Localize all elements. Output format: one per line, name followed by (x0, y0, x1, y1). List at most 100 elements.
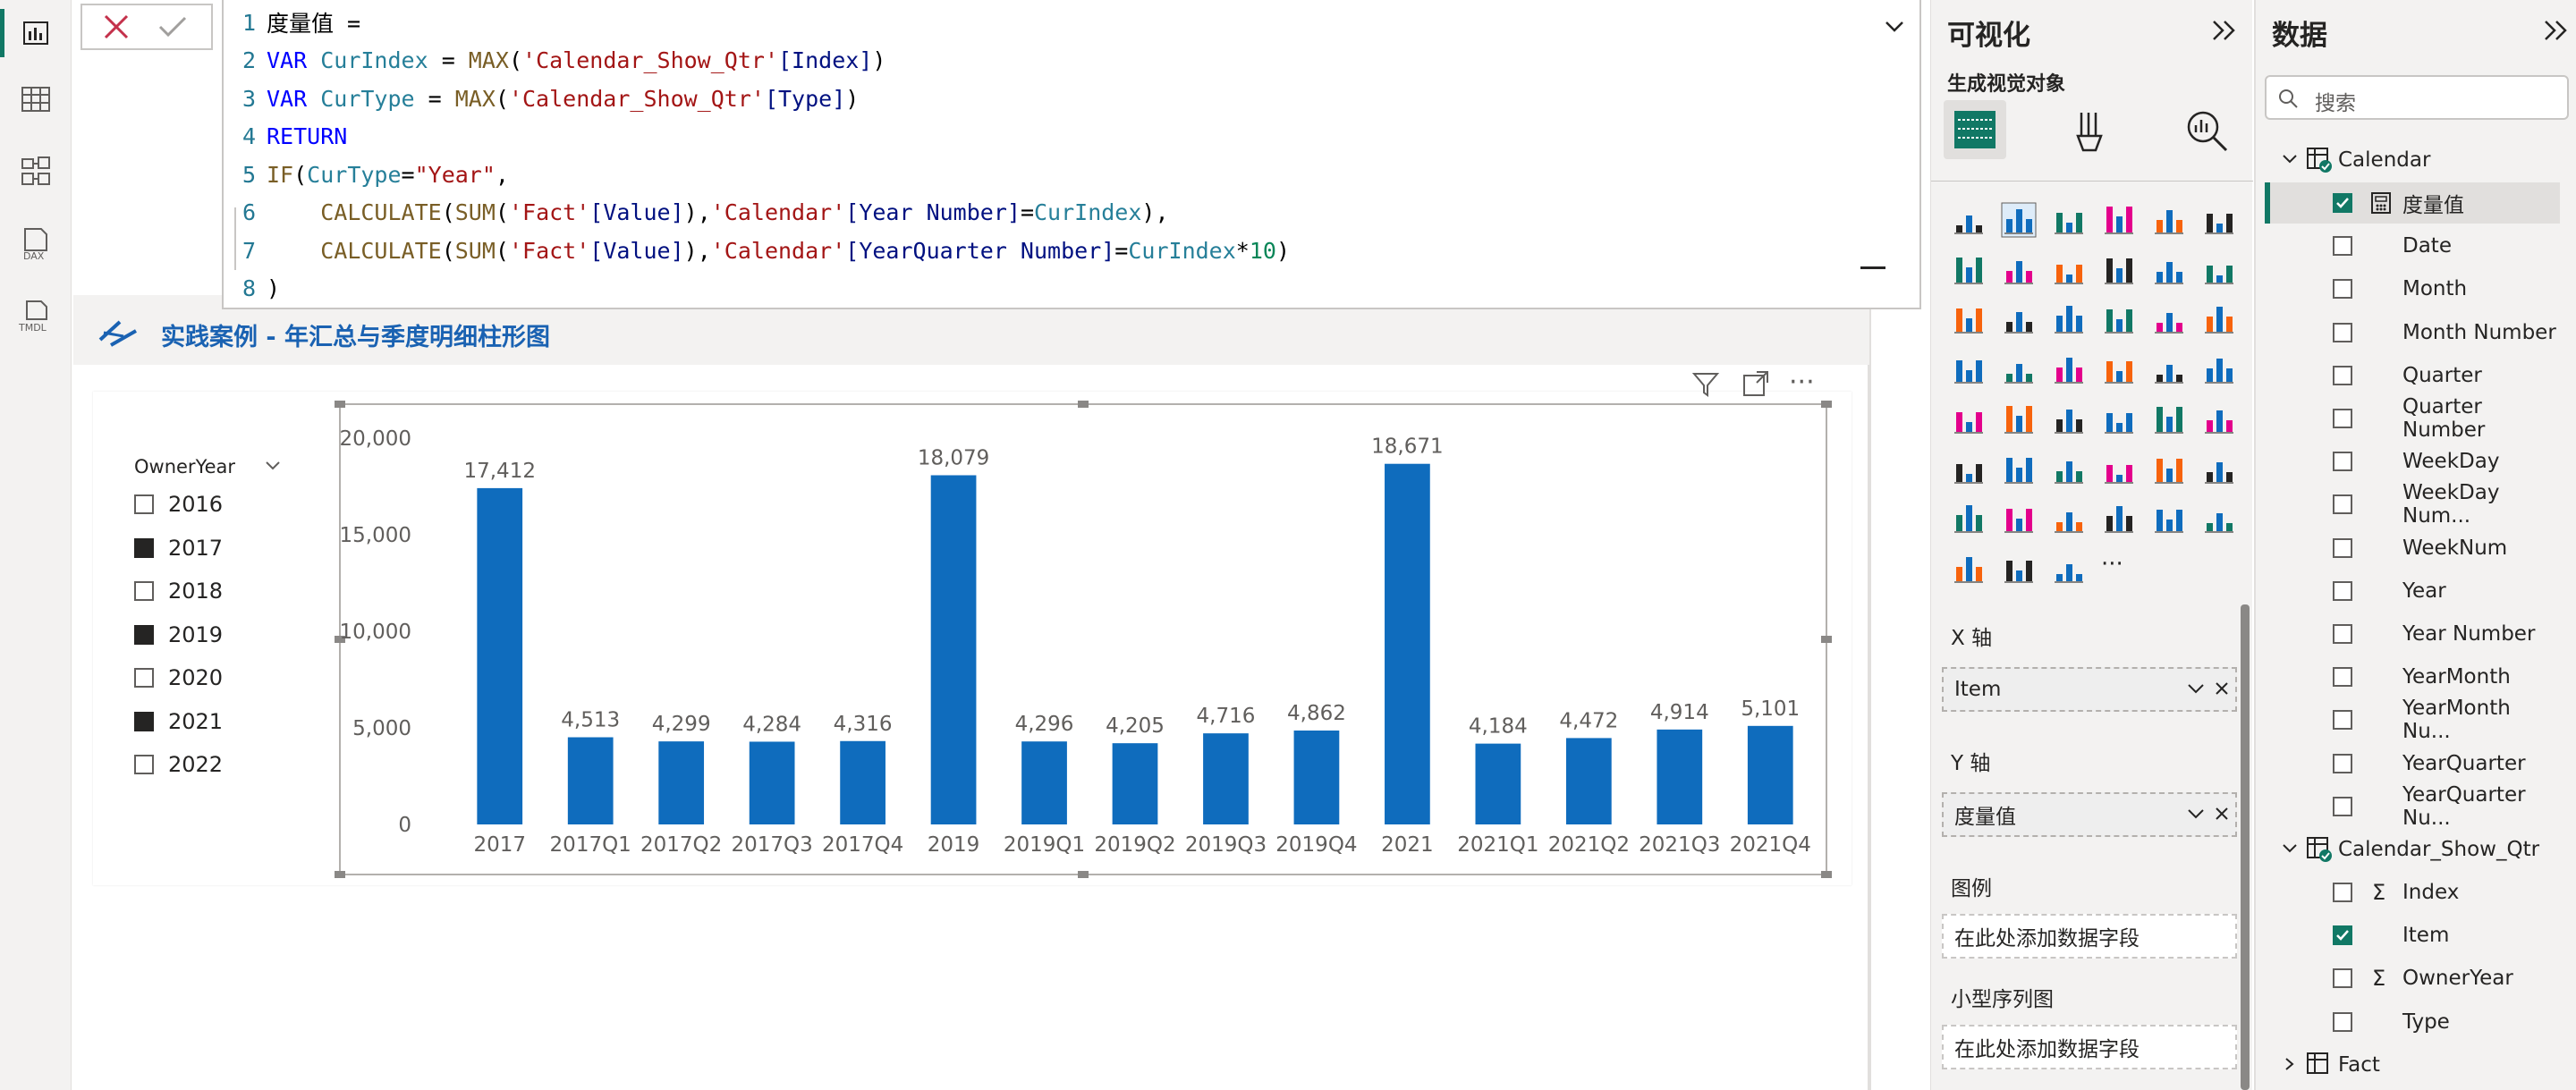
filter-icon[interactable] (1690, 368, 1721, 399)
bar[interactable] (1475, 743, 1521, 824)
table-header-calendar-show-qtr[interactable]: Calendar_Show_Qtr (2256, 829, 2560, 870)
code-line[interactable]: 6 CALCULATE(SUM('Fact' [Value]), 'Calendar… (224, 194, 1169, 232)
table-header-fact[interactable]: Fact (2256, 1044, 2560, 1086)
field-checkbox[interactable] (2333, 193, 2352, 213)
bar[interactable] (1565, 738, 1612, 824)
resize-handle[interactable] (1078, 871, 1089, 878)
visual-type-icon[interactable] (1951, 252, 1987, 288)
visual-type-icon[interactable] (2151, 252, 2187, 288)
slicer-item[interactable]: 2021 (134, 702, 223, 741)
field-item[interactable]: Quarter Number (2256, 395, 2560, 442)
slicer-item[interactable]: 2022 (134, 745, 223, 784)
field-checkbox[interactable] (2333, 580, 2352, 601)
bar[interactable] (1203, 733, 1249, 824)
bar[interactable] (1112, 743, 1158, 824)
visual-type-icon[interactable] (2201, 202, 2237, 238)
visual-type-icon[interactable] (2151, 351, 2187, 387)
visual-type-icon[interactable] (2051, 452, 2087, 487)
resize-handle[interactable] (335, 401, 345, 408)
slicer-item[interactable]: 2017 (134, 528, 223, 568)
resize-handle[interactable] (1078, 401, 1089, 408)
field-checkbox[interactable] (2333, 409, 2352, 428)
field-item[interactable]: Type (2256, 1001, 2560, 1043)
visual-type-icon[interactable] (1951, 401, 1987, 437)
visual-type-icon[interactable] (2151, 401, 2187, 437)
field-item[interactable]: WeekNum (2256, 528, 2560, 569)
visual-type-icon[interactable] (1951, 551, 1987, 587)
field-checkbox[interactable] (2333, 753, 2352, 773)
field-item[interactable]: Year Number (2256, 613, 2560, 655)
field-checkbox[interactable] (2333, 279, 2352, 300)
visual-type-icon[interactable] (2001, 252, 2037, 288)
resize-handle[interactable] (1821, 871, 1832, 878)
slicer-item[interactable]: 2016 (134, 485, 223, 524)
field-checkbox[interactable] (2333, 883, 2352, 902)
bar[interactable] (1385, 463, 1430, 824)
search-box[interactable]: 搜索 (2265, 75, 2569, 120)
field-item[interactable]: YearQuarter (2256, 743, 2560, 784)
visual-type-icon[interactable] (2151, 452, 2187, 487)
field-checkbox[interactable] (2333, 452, 2352, 472)
field-item[interactable]: Quarter (2256, 355, 2560, 396)
field-checkbox[interactable] (2333, 322, 2352, 342)
more-options-icon[interactable]: ··· (1789, 367, 1815, 398)
resize-handle[interactable] (1821, 401, 1832, 408)
field-checkbox[interactable] (2333, 494, 2352, 515)
collapse-editor-chevron-icon[interactable] (1884, 20, 1905, 34)
table-header-calendar[interactable]: Calendar (2256, 139, 2560, 181)
visual-type-icon[interactable] (2151, 202, 2187, 238)
editor-resize-handle[interactable] (1860, 266, 1885, 269)
visual-type-icon[interactable] (2201, 301, 2237, 337)
visual-type-icon[interactable] (2201, 452, 2237, 487)
visual-type-icon[interactable] (2051, 301, 2087, 337)
code-line[interactable]: 7 CALCULATE(SUM('Fact' [Value]), 'Calendar… (224, 232, 1290, 269)
table-view-button[interactable] (0, 68, 72, 131)
visual-type-icon[interactable] (2051, 501, 2087, 537)
chevron-right-icon[interactable] (2281, 1057, 2299, 1071)
visual-type-icon[interactable] (2101, 351, 2137, 387)
field-item[interactable]: YearMonth (2256, 656, 2560, 697)
visual-type-icon[interactable] (2101, 452, 2137, 487)
cancel-icon[interactable] (102, 13, 131, 41)
visual-type-icon[interactable] (1951, 351, 1987, 387)
clustered-column-chart-icon[interactable] (2001, 202, 2037, 238)
visual-type-icon[interactable] (2201, 351, 2237, 387)
visual-type-icon[interactable] (2001, 301, 2037, 337)
visual-type-icon[interactable] (2051, 551, 2087, 587)
bar[interactable] (1657, 729, 1703, 824)
visual-type-icon[interactable] (2001, 452, 2037, 487)
visual-type-icon[interactable] (2101, 501, 2137, 537)
y-axis-field-remove-icon[interactable] (2214, 806, 2230, 822)
resize-handle[interactable] (1821, 636, 1832, 643)
field-item[interactable]: YearMonth Nu... (2256, 697, 2560, 743)
small-multiples-well[interactable]: 在此处添加数据字段 (1942, 1025, 2237, 1069)
slicer-checkbox[interactable] (134, 711, 154, 731)
field-item[interactable]: Σ Index (2256, 872, 2560, 913)
x-axis-field-remove-icon[interactable] (2214, 680, 2230, 697)
y-axis-field-chevron-icon[interactable] (2187, 807, 2205, 820)
tmdl-view-button[interactable]: TMDL (0, 284, 72, 347)
visual-type-icon[interactable] (2201, 401, 2237, 437)
field-checkbox[interactable] (2333, 796, 2352, 816)
resize-handle[interactable] (335, 636, 345, 643)
visual-type-icon[interactable] (2201, 501, 2237, 537)
bar[interactable] (1021, 741, 1067, 824)
field-checkbox[interactable] (2333, 1011, 2352, 1032)
pane-scrollbar[interactable] (2241, 604, 2250, 1090)
field-item[interactable]: Σ OwnerYear (2256, 958, 2560, 999)
field-checkbox[interactable] (2333, 365, 2352, 385)
visual-type-icon[interactable] (1951, 501, 1987, 537)
visual-type-icon[interactable] (2001, 401, 2037, 437)
slicer-checkbox[interactable] (134, 537, 154, 558)
visual-type-icon[interactable] (2051, 252, 2087, 288)
visual-type-icon[interactable] (2001, 551, 2037, 587)
visual-type-icon[interactable] (2101, 301, 2137, 337)
y-axis-well[interactable]: 度量值 (1942, 792, 2237, 837)
dax-formula-editor[interactable]: 1 度量值 = 2 VAR CurIndex = MAX('Calendar_Show… (222, 0, 1921, 309)
slicer-chevron-down-icon[interactable] (265, 460, 281, 472)
visual-type-icon[interactable] (2051, 351, 2087, 387)
field-item[interactable]: YearQuarter Nu... (2256, 783, 2560, 830)
commit-check-icon[interactable] (157, 13, 188, 40)
bar[interactable] (1293, 730, 1340, 824)
visual-type-icon[interactable] (1951, 202, 1987, 238)
